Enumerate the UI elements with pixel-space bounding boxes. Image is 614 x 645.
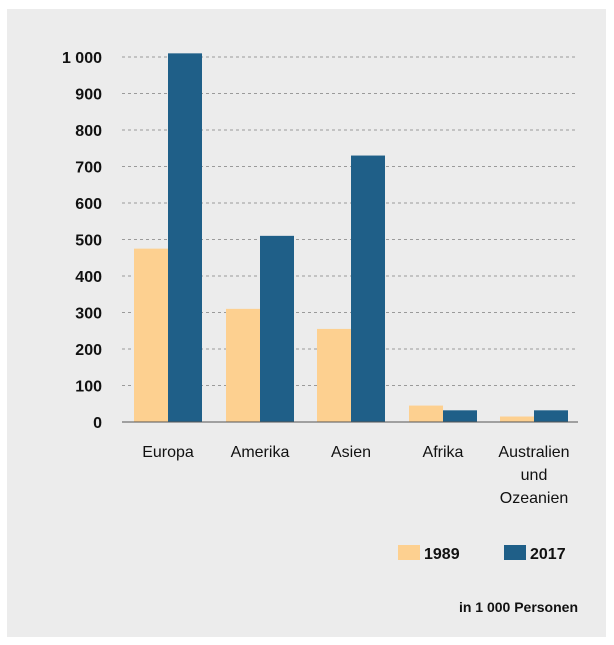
bar-2017-1: [260, 235, 294, 422]
unit-label: in 1 000 Personen: [459, 599, 578, 615]
bar-1989-3: [409, 405, 443, 422]
x-category-label-0-0: Europa: [142, 444, 194, 461]
y-tick-label-900: 900: [75, 87, 102, 104]
bar-1989-1: [226, 308, 260, 422]
bar-2017-4: [534, 410, 568, 422]
y-tick-label-0: 0: [93, 415, 102, 432]
x-category-label-4-0: Australien: [498, 444, 569, 461]
bar-1989-2: [317, 328, 351, 422]
y-tick-label-100: 100: [75, 379, 102, 396]
y-tick-label-700: 700: [75, 160, 102, 177]
bar-2017-3: [443, 410, 477, 422]
chart-panel: [7, 9, 606, 637]
y-tick-label-800: 800: [75, 123, 102, 140]
x-category-label-2-0: Asien: [331, 444, 371, 461]
bar-2017-2: [351, 155, 385, 423]
legend-swatch-1989: [398, 545, 420, 560]
x-category-label-1-0: Amerika: [231, 444, 290, 461]
x-category-label-4-1: und: [521, 467, 548, 484]
x-category-label-3-0: Afrika: [423, 444, 464, 461]
bar-1989-0: [134, 248, 168, 422]
y-tick-label-200: 200: [75, 342, 102, 359]
x-category-label-4-2: Ozeanien: [500, 490, 569, 507]
legend-label-1989: 1989: [424, 546, 460, 563]
y-tick-label-1000: 1 000: [62, 50, 102, 67]
y-tick-label-600: 600: [75, 196, 102, 213]
y-tick-label-300: 300: [75, 306, 102, 323]
y-tick-label-500: 500: [75, 233, 102, 250]
legend-label-2017: 2017: [530, 546, 566, 563]
bar-1989-4: [500, 416, 534, 422]
y-tick-label-400: 400: [75, 269, 102, 286]
bar-2017-0: [168, 53, 202, 422]
legend-swatch-2017: [504, 545, 526, 560]
